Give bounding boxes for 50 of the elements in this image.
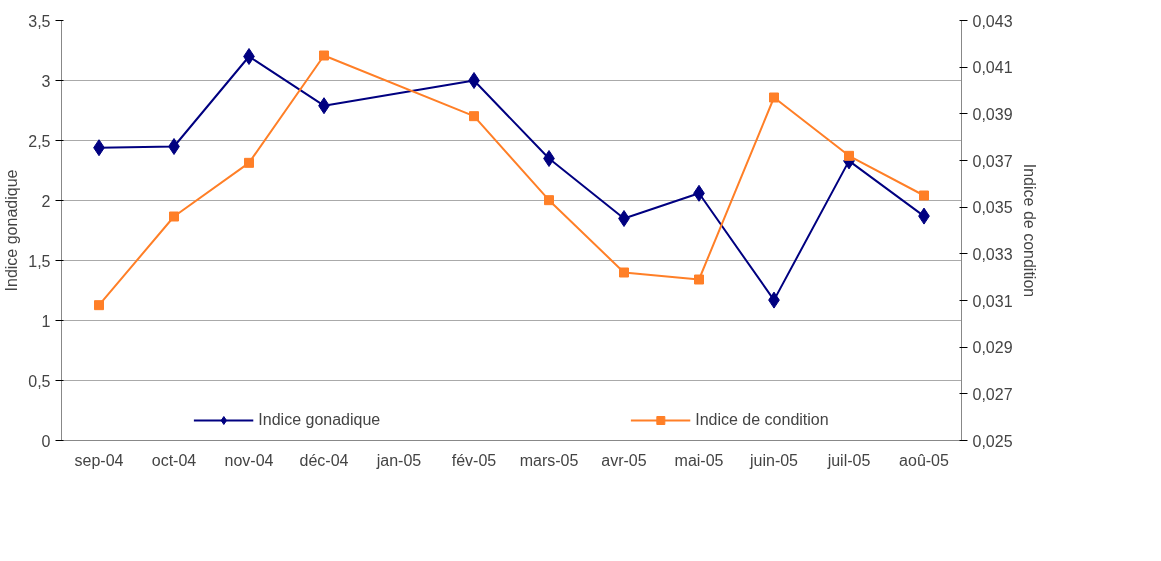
point: [168, 138, 180, 155]
y-tick-label: 2: [41, 192, 51, 210]
y-tick-label: 1: [41, 312, 51, 330]
legend-label: Indice de condition: [695, 411, 829, 429]
y2-axis-title: Indice de condition: [1020, 163, 1038, 298]
x-tick-label: avr-05: [601, 451, 647, 469]
y2-tick-label: 0,039: [972, 105, 1013, 123]
x-tick-label: sep-04: [74, 451, 124, 469]
point: [844, 150, 854, 161]
y-tick-label: 1,5: [28, 252, 51, 270]
x-tick-label: déc-04: [299, 451, 349, 469]
x-tick-label: mai-05: [674, 451, 724, 469]
point: [544, 195, 554, 206]
x-tick-label: jan-05: [375, 451, 422, 469]
point: [468, 72, 480, 89]
point: [169, 211, 179, 222]
point: [618, 210, 630, 227]
y-tick-label: 3: [41, 72, 51, 90]
y-tick-label: 2,5: [28, 132, 51, 150]
point: [919, 190, 929, 201]
y-axis-title: Indice gonadique: [3, 169, 21, 292]
y-tick-label: 0: [41, 432, 51, 450]
point: [619, 267, 629, 278]
x-tick-label: mars-05: [519, 451, 579, 469]
y2-tick-label: 0,025: [972, 432, 1013, 450]
legend-label: Indice gonadique: [258, 411, 381, 429]
x-tick-label: aoû-05: [899, 451, 950, 469]
y2-tick-label: 0,041: [972, 59, 1013, 77]
point: [244, 157, 254, 168]
y2-tick-label: 0,043: [972, 12, 1013, 30]
point: [94, 300, 104, 311]
x-tick-label: juin-05: [748, 451, 799, 469]
x-tick-label: nov-04: [224, 451, 274, 469]
point: [469, 111, 479, 122]
point: [694, 274, 704, 285]
point: [543, 150, 555, 167]
y-tick-label: 3,5: [28, 12, 51, 30]
point: [319, 50, 329, 61]
x-tick-label: oct-04: [151, 451, 197, 469]
y2-tick-label: 0,035: [972, 199, 1013, 217]
y2-tick-label: 0,031: [972, 292, 1013, 310]
point: [769, 92, 779, 103]
x-tick-label: fév-05: [451, 451, 497, 469]
y2-tick-label: 0,037: [972, 152, 1013, 170]
point: [243, 48, 255, 65]
y2-tick-label: 0,033: [972, 245, 1013, 263]
y-tick-label: 0,5: [28, 372, 51, 390]
y2-tick-label: 0,027: [972, 385, 1013, 403]
x-tick-label: juil-05: [826, 451, 871, 469]
y2-tick-label: 0,029: [972, 339, 1013, 357]
